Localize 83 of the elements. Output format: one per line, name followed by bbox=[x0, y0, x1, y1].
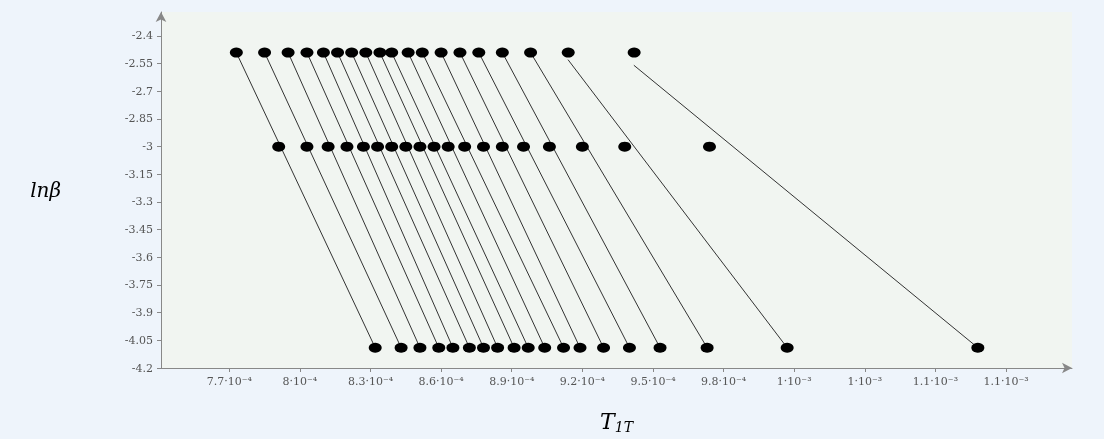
x-tick-label: 9.2·10⁻⁴ bbox=[559, 375, 606, 388]
point bbox=[453, 47, 467, 58]
x-tick-label: 9.8·10⁻⁴ bbox=[701, 375, 747, 388]
y-tick-label: -3.3 bbox=[131, 195, 153, 209]
x-tick-label: 1·10⁻³ bbox=[847, 375, 883, 388]
point bbox=[561, 47, 575, 58]
point bbox=[394, 342, 408, 353]
point bbox=[373, 47, 387, 58]
x-tick-label: 8.9·10⁻⁴ bbox=[489, 375, 535, 388]
point bbox=[575, 141, 589, 152]
point bbox=[703, 141, 716, 152]
y-tick-label: -2.4 bbox=[131, 29, 153, 43]
point bbox=[401, 47, 415, 58]
point bbox=[356, 141, 370, 152]
point bbox=[321, 141, 335, 152]
point bbox=[385, 47, 399, 58]
y-tick-label: -2.55 bbox=[124, 57, 153, 71]
point bbox=[477, 342, 490, 353]
x-tick-label: 8·10⁻⁴ bbox=[282, 375, 318, 388]
x-tick-label: 1.1·10⁻³ bbox=[912, 375, 959, 388]
point bbox=[281, 47, 295, 58]
point bbox=[385, 141, 399, 152]
y-tick-label: -3 bbox=[142, 140, 153, 154]
y-tick-label: -4.05 bbox=[124, 333, 153, 347]
point bbox=[462, 342, 476, 353]
point bbox=[272, 141, 286, 152]
point bbox=[491, 342, 505, 353]
point bbox=[316, 47, 330, 58]
point bbox=[507, 342, 521, 353]
point bbox=[258, 47, 272, 58]
point bbox=[517, 141, 531, 152]
point bbox=[415, 47, 429, 58]
point bbox=[427, 141, 441, 152]
x-tick-label: 8.6·10⁻⁴ bbox=[418, 375, 465, 388]
y-tick-label: -3.6 bbox=[131, 250, 153, 264]
point bbox=[542, 141, 556, 152]
point bbox=[557, 342, 571, 353]
y-tick-label: -4.2 bbox=[131, 361, 153, 375]
x-tick-label: 8.3·10⁻⁴ bbox=[347, 375, 394, 388]
y-tick-label: -2.85 bbox=[124, 112, 153, 126]
x-tick-label: 1·10⁻³ bbox=[776, 375, 812, 388]
point bbox=[368, 342, 382, 353]
point bbox=[627, 47, 641, 58]
y-axis-title: lnβ bbox=[30, 178, 61, 202]
point bbox=[495, 47, 509, 58]
y-tick-label: -3.15 bbox=[124, 167, 153, 181]
x-tick-label: 7.7·10⁻⁴ bbox=[206, 375, 253, 388]
point bbox=[340, 141, 354, 152]
point bbox=[413, 141, 427, 152]
point bbox=[446, 342, 460, 353]
point bbox=[495, 141, 509, 152]
point bbox=[538, 342, 552, 353]
point bbox=[700, 342, 714, 353]
x-tick-label: 9.5·10⁻⁴ bbox=[630, 375, 677, 388]
x-tick-label: 1.1·10⁻³ bbox=[983, 375, 1029, 388]
point bbox=[434, 47, 448, 58]
point bbox=[441, 141, 455, 152]
point bbox=[597, 342, 611, 353]
point bbox=[331, 47, 345, 58]
point bbox=[371, 141, 385, 152]
point bbox=[300, 141, 314, 152]
point bbox=[399, 141, 413, 152]
point bbox=[524, 47, 538, 58]
y-tick-label: -2.7 bbox=[131, 84, 153, 98]
point bbox=[573, 342, 587, 353]
point bbox=[521, 342, 535, 353]
point bbox=[432, 342, 446, 353]
point bbox=[458, 141, 472, 152]
point bbox=[300, 47, 314, 58]
point bbox=[345, 47, 359, 58]
point bbox=[622, 342, 636, 353]
point bbox=[477, 141, 490, 152]
point bbox=[472, 47, 486, 58]
point bbox=[413, 342, 427, 353]
point bbox=[971, 342, 985, 353]
y-tick-label: -3.9 bbox=[131, 306, 153, 320]
point bbox=[780, 342, 794, 353]
point bbox=[653, 342, 667, 353]
point bbox=[359, 47, 373, 58]
y-tick-label: -3.45 bbox=[124, 223, 153, 237]
y-tick-label: -3.75 bbox=[124, 278, 153, 292]
point bbox=[618, 141, 632, 152]
point bbox=[229, 47, 243, 58]
